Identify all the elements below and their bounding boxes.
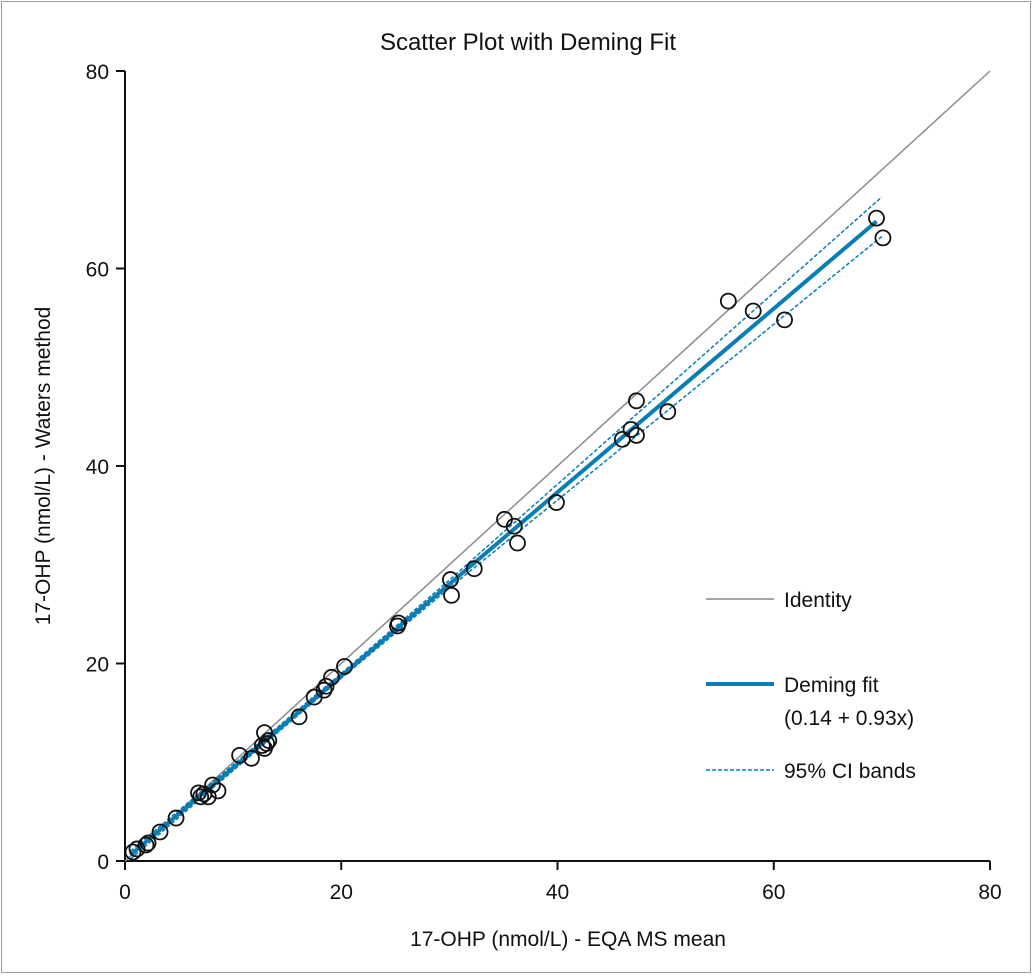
identity-line <box>124 70 991 862</box>
data-point <box>243 749 260 767</box>
data-point <box>719 292 737 310</box>
data-point <box>622 421 640 438</box>
x-tick-label: 80 <box>978 881 1001 904</box>
y-tick-label: 20 <box>86 654 109 677</box>
data-point <box>443 586 460 604</box>
data-point <box>290 708 308 726</box>
x-tick-label: 0 <box>119 881 131 904</box>
x-axis-label: 17-OHP (nmol/L) - EQA MS mean <box>410 928 726 951</box>
y-tick-label: 0 <box>97 851 109 874</box>
data-point <box>744 302 762 320</box>
data-point <box>137 836 155 854</box>
data-point <box>505 517 523 535</box>
chart-title: Scatter Plot with Deming Fit <box>380 29 676 56</box>
data-point <box>167 809 185 827</box>
y-tick-label: 40 <box>86 456 109 479</box>
data-point <box>659 403 677 421</box>
data-point <box>336 658 353 675</box>
data-point <box>151 823 169 841</box>
data-point <box>548 494 565 511</box>
x-tick-label: 20 <box>330 881 353 904</box>
data-point <box>390 614 407 632</box>
y-tick-label: 80 <box>86 61 109 84</box>
data-point <box>776 311 793 329</box>
data-point <box>874 229 892 247</box>
data-point <box>868 209 885 227</box>
data-point <box>139 834 157 852</box>
data-point <box>192 788 210 806</box>
legend-ci-label: 95% CI bands <box>784 760 916 783</box>
y-axis-label: 17-OHP (nmol/L) - Waters method <box>32 307 55 626</box>
legend-fit-label: Deming fit <box>784 674 879 697</box>
data-point <box>628 392 645 410</box>
legend-fit-equation: (0.14 + 0.93x) <box>784 707 914 730</box>
data-point <box>317 677 335 695</box>
data-point <box>209 782 227 800</box>
y-tick-label: 60 <box>86 259 109 282</box>
data-point <box>260 732 278 749</box>
data-point <box>323 668 340 686</box>
ci-band-upper <box>129 196 883 852</box>
data-point <box>258 735 276 752</box>
legend-identity-label: Identity <box>784 589 852 612</box>
ci-band-lower <box>129 235 883 860</box>
deming-fit-line <box>129 219 878 857</box>
x-tick-label: 60 <box>762 881 785 904</box>
data-point <box>204 776 221 794</box>
data-point <box>465 560 483 578</box>
data-point <box>199 788 217 806</box>
data-point <box>628 426 645 444</box>
x-tick-label: 40 <box>546 881 569 904</box>
data-point <box>124 843 142 861</box>
data-point <box>231 746 249 764</box>
data-point <box>509 534 526 552</box>
